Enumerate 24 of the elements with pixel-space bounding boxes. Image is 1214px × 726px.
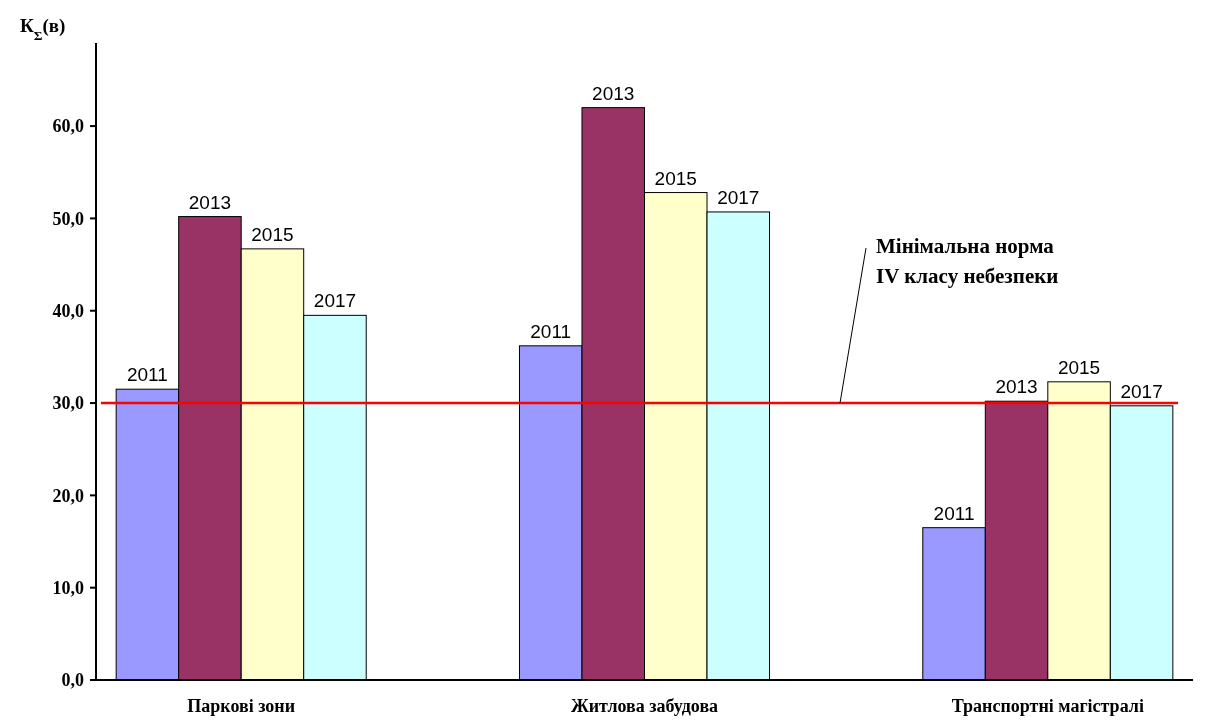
y-tick-label: 20,0: [52, 485, 84, 506]
series-label: 2017: [313, 290, 357, 312]
x-tick-label: Житлова забудова: [570, 696, 719, 716]
series-label: 2013: [188, 191, 232, 213]
x-tick-label: Паркові зони: [187, 696, 296, 716]
y-tick-label: 30,0: [52, 393, 84, 414]
text: 2011: [530, 320, 572, 342]
x-tick-label: Транспортні магістралі: [951, 696, 1144, 716]
y-axis-title: К$_{Σ}$(в): [20, 15, 66, 43]
series-label: 2015: [251, 223, 294, 245]
y-tick-label: 0,0: [61, 670, 84, 691]
text: 2013: [995, 376, 1038, 398]
text: 2017: [1120, 380, 1163, 402]
y-tick-label: 50,0: [52, 208, 84, 229]
y-tick-label: 60,0: [52, 116, 84, 137]
text: 2015: [654, 167, 697, 189]
series-label: 2011: [126, 364, 168, 386]
text: 2013: [592, 82, 635, 104]
y-tick-label: 40,0: [52, 301, 84, 322]
text: 2015: [1057, 356, 1101, 378]
ref-line-label: Мінімальна норма IV класу небезпеки: [876, 234, 1059, 289]
text: 2017: [717, 186, 760, 208]
text: 2011: [933, 502, 975, 524]
y-tick-label: 10,0: [52, 577, 84, 598]
